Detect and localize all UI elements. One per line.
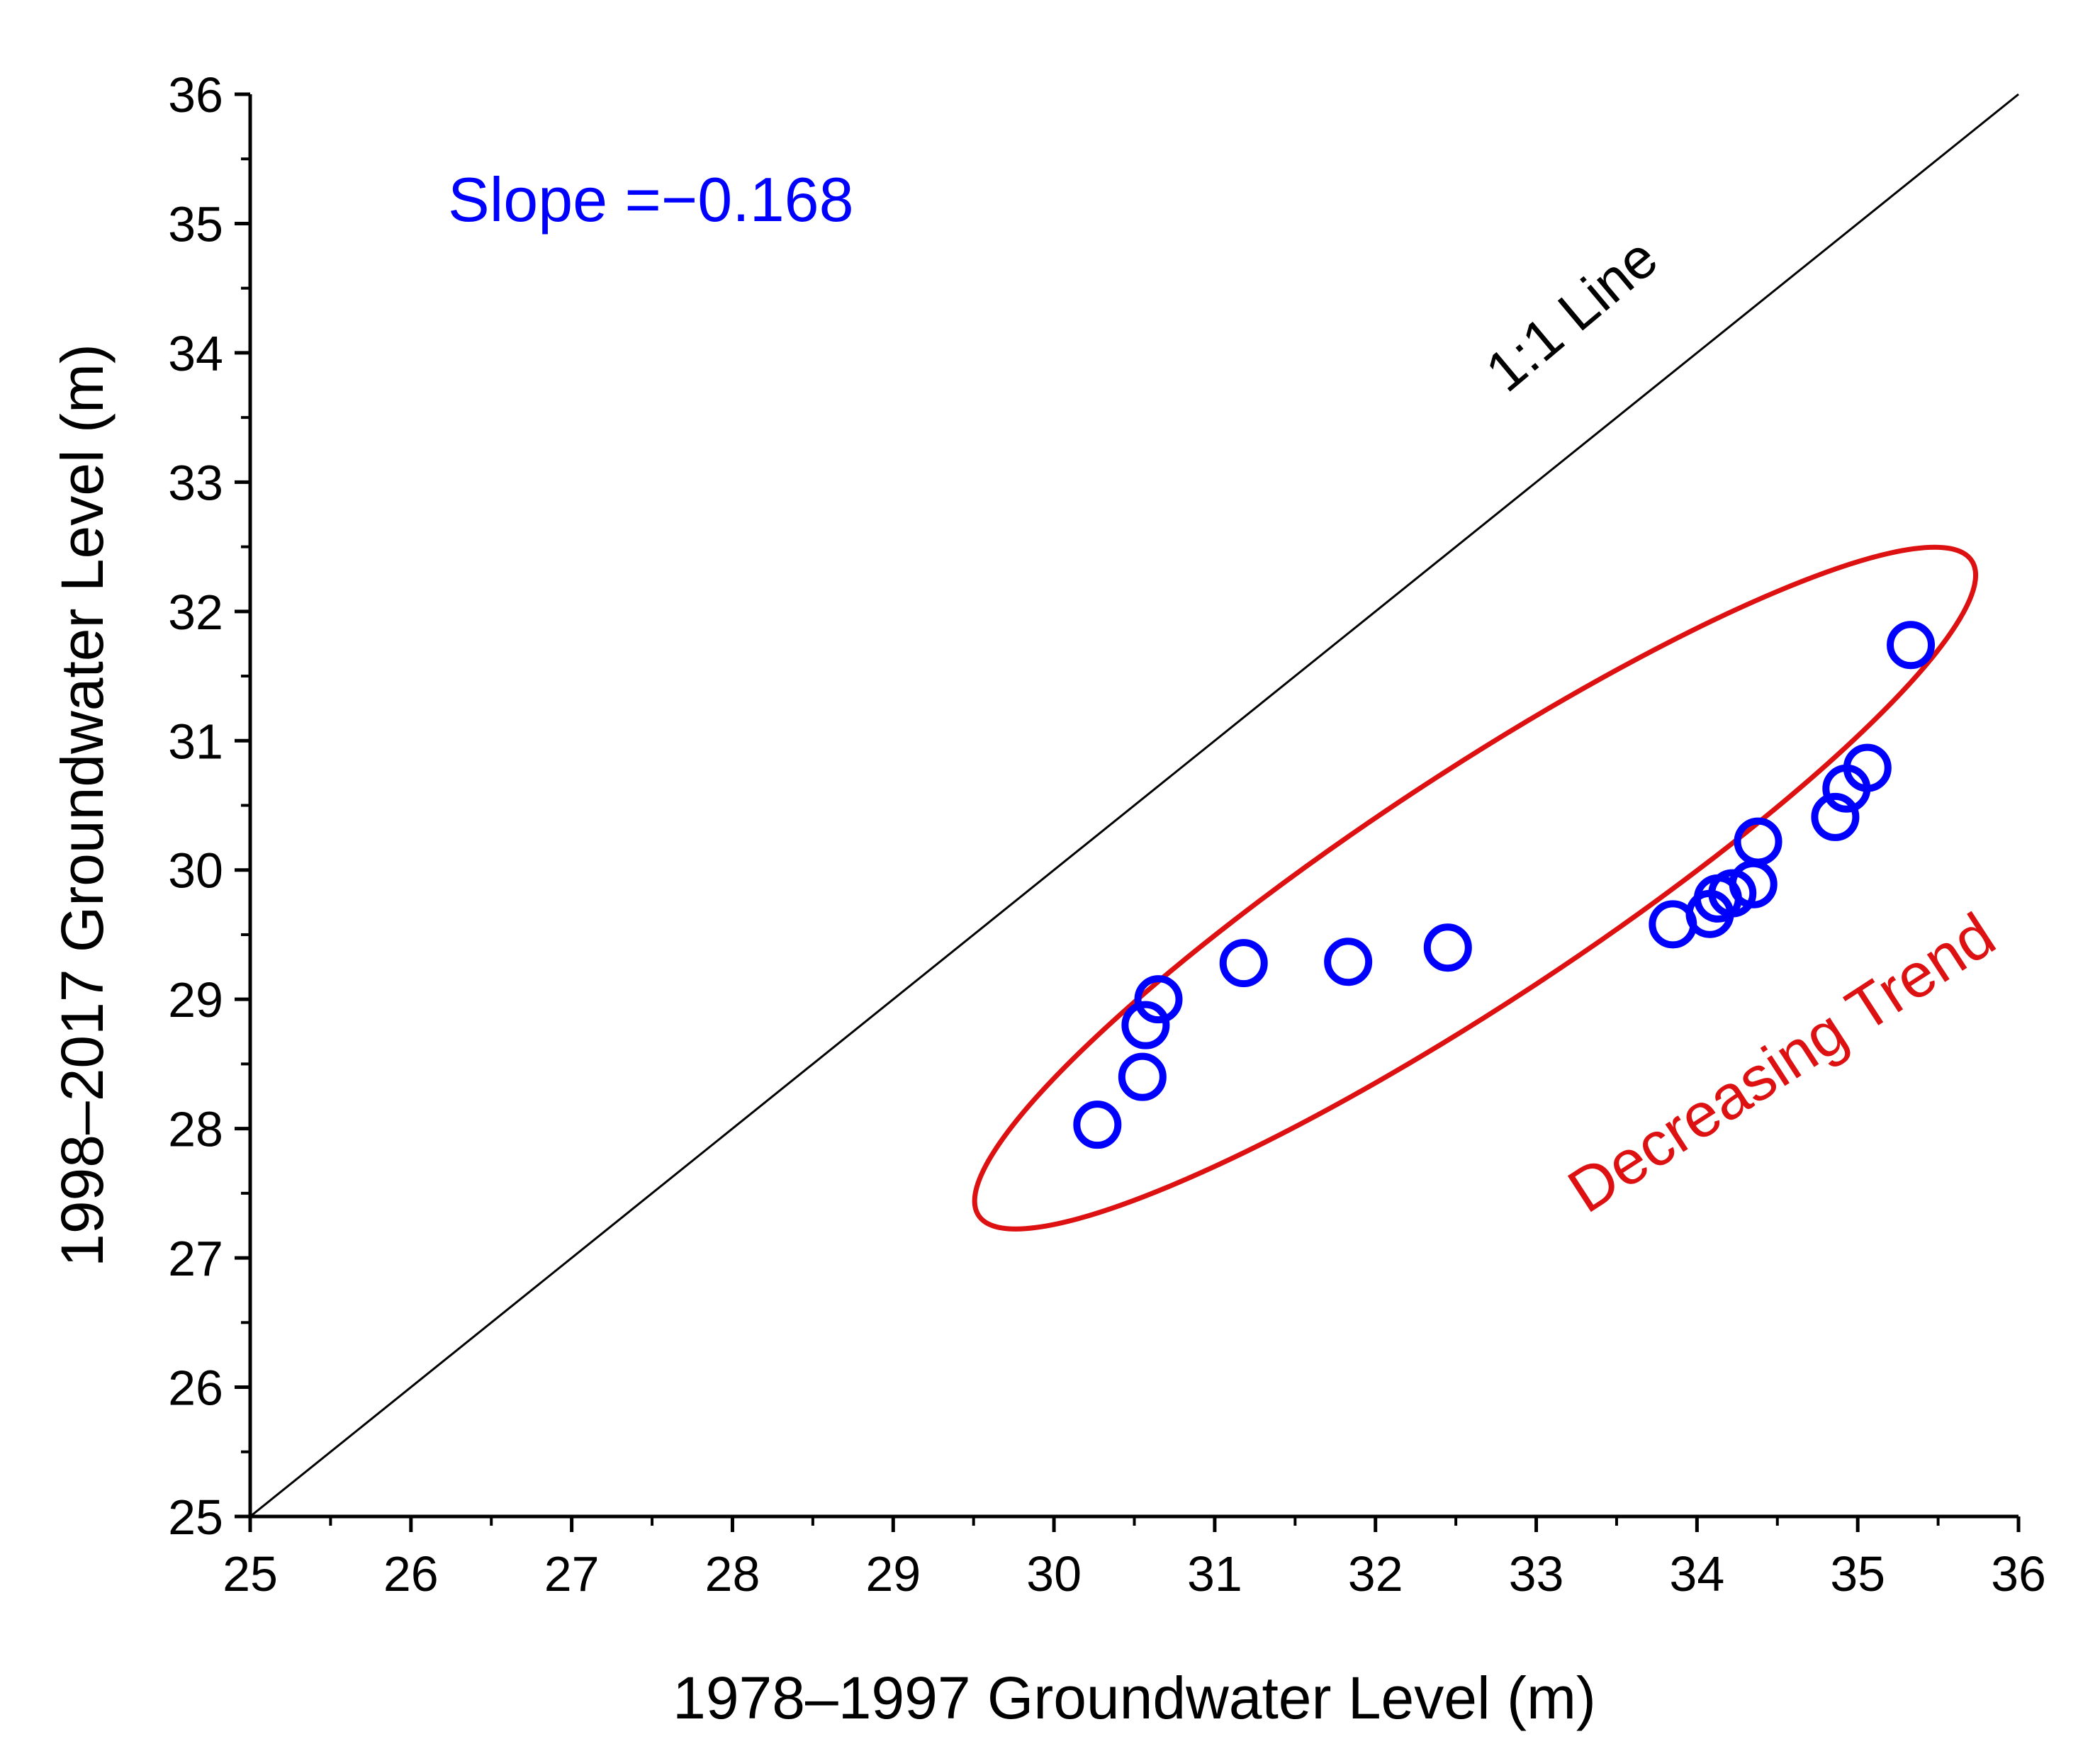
trend-ellipse-layer	[972, 544, 1979, 1232]
y-tick-label: 25	[168, 1490, 223, 1545]
x-tick-label: 36	[1991, 1546, 2046, 1602]
reference-line-layer	[249, 93, 2019, 1518]
data-point	[1121, 1001, 1170, 1049]
trend-annotation: Decreasing Trend	[1556, 899, 2006, 1226]
x-tick-label: 35	[1830, 1546, 1885, 1602]
slope-annotation: Slope =−0.168	[448, 164, 854, 235]
data-point	[1134, 975, 1183, 1024]
x-tick-label: 27	[544, 1546, 600, 1602]
x-axis-title: 1978–1997 Groundwater Level (m)	[673, 1665, 1596, 1731]
one-to-one-line	[249, 93, 2019, 1518]
data-point	[1811, 792, 1860, 841]
y-tick-label: 28	[168, 1102, 223, 1157]
data-point	[1073, 1101, 1122, 1149]
data-point	[1423, 923, 1472, 972]
data-point	[1887, 621, 1936, 670]
x-tick-label: 32	[1348, 1546, 1403, 1602]
data-point	[1118, 1052, 1167, 1101]
x-tick-label: 31	[1187, 1546, 1242, 1602]
y-tick-label: 26	[168, 1361, 223, 1416]
data-point	[1219, 939, 1268, 988]
y-axis-title: 1998–2017 Groundwater Level (m)	[49, 344, 116, 1267]
y-tick-label: 36	[168, 67, 223, 123]
reference-line-label: 1:1 Line	[1474, 225, 1669, 403]
y-tick-label: 31	[168, 714, 223, 769]
data-point	[1734, 817, 1782, 866]
x-tick-label: 26	[383, 1546, 439, 1602]
y-tick-label: 35	[168, 196, 223, 252]
x-tick-label: 33	[1509, 1546, 1564, 1602]
x-tick-label: 34	[1669, 1546, 1724, 1602]
ticks-layer: 25 26 27 28 29 30 31 32 33 34 35 36 25 26 27 28 29 30 31 32…	[168, 67, 2046, 1602]
y-tick-label: 27	[168, 1231, 223, 1286]
y-tick-label: 34	[168, 326, 223, 381]
y-tick-label: 30	[168, 843, 223, 899]
trend-ellipse	[972, 544, 1979, 1232]
y-tick-label: 29	[168, 972, 223, 1028]
x-tick-label: 30	[1026, 1546, 1082, 1602]
y-tick-label: 32	[168, 585, 223, 640]
y-tick-label: 33	[168, 455, 223, 510]
x-tick-label: 28	[705, 1546, 760, 1602]
data-point	[1324, 938, 1373, 986]
data-point	[1843, 743, 1892, 792]
x-tick-label: 29	[865, 1546, 921, 1602]
data-points-layer	[1073, 621, 1936, 1149]
x-tick-label: 25	[223, 1546, 278, 1602]
